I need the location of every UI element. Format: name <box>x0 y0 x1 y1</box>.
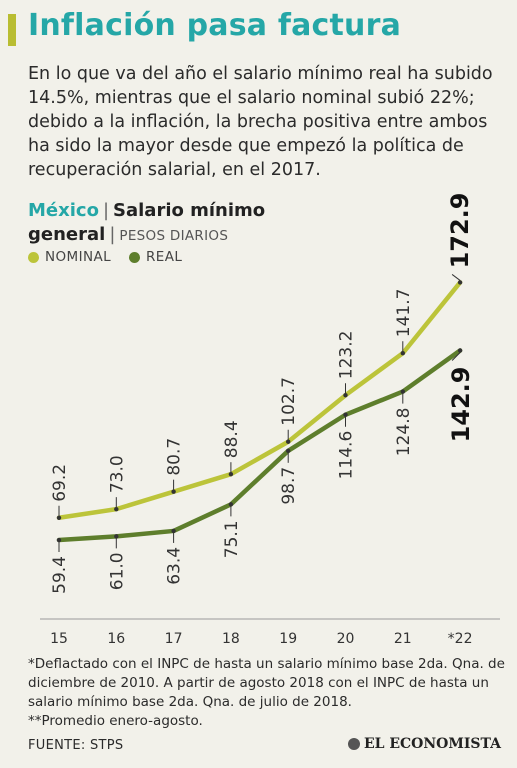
x-tick-label: 15 <box>50 631 68 647</box>
data-label-nominal: 69.2 <box>50 464 70 502</box>
chart-marks: 15 16 17 18 19 20 21 *22 69.2 73.0 80.7 88.4 102.7 12… <box>40 192 500 647</box>
x-tick-label: 17 <box>165 631 183 647</box>
x-tick-label: *22 <box>448 631 473 647</box>
data-label-real: 59.4 <box>50 556 70 594</box>
chart-header-separator: | <box>102 200 110 221</box>
x-tick-label: 16 <box>107 631 125 647</box>
data-label-nominal-latest: 172.9 <box>446 192 474 268</box>
legend-label-real: REAL <box>146 249 183 265</box>
data-point-real <box>56 537 62 543</box>
x-tick-label: 18 <box>222 631 240 647</box>
data-point-nominal <box>286 439 291 444</box>
leader-line-real <box>451 352 461 361</box>
data-point-real <box>114 534 119 539</box>
footnote: *Deflactado con el INPC de hasta un sala… <box>28 655 508 731</box>
data-point-nominal <box>457 280 463 285</box>
chart-unit: PESOS DIARIOS <box>119 228 229 244</box>
data-point-nominal <box>171 489 176 494</box>
title-accent-bar <box>8 14 16 46</box>
brand-logo: EL ECONOMISTA <box>347 736 501 752</box>
data-label-real: 61.0 <box>107 552 127 590</box>
data-point-real <box>228 502 234 507</box>
data-point-nominal <box>343 393 348 398</box>
footnote-average: **Promedio enero-agosto. <box>28 713 203 729</box>
leader-line-nominal <box>451 274 461 281</box>
data-label-real: 75.1 <box>222 520 242 558</box>
legend-item-nominal: NOMINAL <box>28 249 111 265</box>
footnote-deflation: *Deflactado con el INPC de hasta un sala… <box>28 656 505 710</box>
data-point-nominal <box>114 506 119 512</box>
legend-label-nominal: NOMINAL <box>45 249 112 265</box>
chart-unit-separator: | <box>109 224 116 245</box>
series-line-nominal <box>56 280 463 521</box>
data-label-real: 114.6 <box>337 431 357 480</box>
data-point-real <box>457 348 463 353</box>
intro-text: En lo que va del año el salario mínimo r… <box>28 64 493 180</box>
data-label-nominal: 73.0 <box>107 455 127 493</box>
data-label-real-latest: 142.9 <box>447 367 475 443</box>
brand-name: EL ECONOMISTA <box>363 736 501 752</box>
series-line-real <box>56 348 463 543</box>
legend-swatch-real <box>129 251 141 263</box>
data-label-nominal: 80.7 <box>165 438 185 476</box>
chart-metric-line2: general <box>28 224 106 245</box>
chart-header: México | Salario mínimo general | PESOS DIAR… <box>28 199 265 248</box>
legend-item-real: REAL <box>129 249 182 265</box>
data-label-real: 124.8 <box>394 408 414 457</box>
data-point-nominal <box>400 351 405 356</box>
legend-swatch-nominal <box>28 251 39 263</box>
chart-metric-line1: Salario mínimo <box>113 200 266 221</box>
data-label-real: 98.7 <box>279 467 299 505</box>
x-tick-label: 19 <box>279 631 297 647</box>
data-label-nominal: 141.7 <box>394 289 414 338</box>
data-point-real <box>286 448 291 454</box>
data-label-nominal: 88.4 <box>222 420 242 458</box>
page-title: Inflación pasa factura <box>28 8 402 43</box>
data-point-real <box>171 528 176 534</box>
chart-country: México <box>28 200 99 221</box>
source-note: FUENTE: STPS <box>28 738 124 753</box>
data-label-nominal: 102.7 <box>279 377 299 426</box>
brand-icon <box>347 738 360 750</box>
x-tick-label: 21 <box>394 631 412 647</box>
chart-legend: NOMINAL REAL <box>28 249 200 265</box>
data-point-real <box>343 412 348 417</box>
data-label-nominal: 123.2 <box>337 331 357 380</box>
x-tick-label: 20 <box>337 631 355 647</box>
data-point-real <box>400 389 405 394</box>
data-label-real: 63.4 <box>165 547 185 585</box>
data-point-nominal <box>228 471 234 477</box>
data-point-nominal <box>56 515 62 520</box>
